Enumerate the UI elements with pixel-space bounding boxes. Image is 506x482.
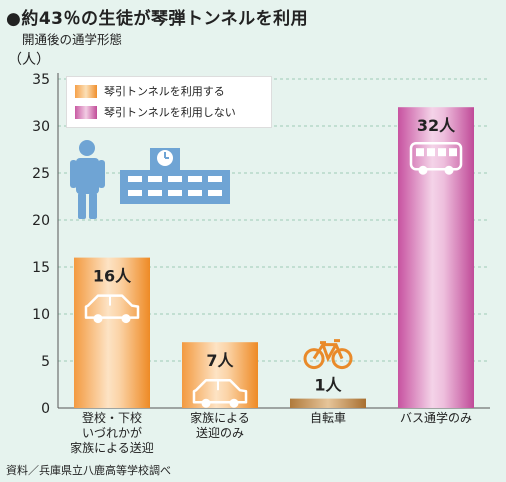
y-tick-label: 35	[32, 72, 50, 88]
bus-window	[438, 148, 446, 157]
y-tick-label: 30	[32, 119, 50, 135]
car-wheel	[229, 398, 239, 408]
data-label: 1人	[314, 376, 342, 395]
legend-item-no-tunnel: 琴引トンネルを利用しない	[75, 104, 236, 120]
y-tick-label: 0	[41, 401, 50, 417]
y-tick-label: 20	[32, 213, 50, 229]
bus-body	[409, 141, 463, 171]
legend-label: 琴引トンネルを利用する	[104, 85, 225, 98]
bus-window	[449, 148, 457, 157]
car-body	[84, 294, 140, 319]
bus-wheel	[418, 165, 428, 175]
chart-subtitle: 開通後の通学形態	[22, 32, 123, 47]
bicycle-icon	[303, 339, 353, 370]
x-tick-label: 自転車	[310, 411, 346, 425]
bus-wheel	[444, 165, 454, 175]
legend-label: 琴引トンネルを利用しない	[104, 106, 236, 119]
car-wheel	[201, 398, 211, 408]
data-label: 7人	[206, 351, 234, 370]
bicycle-wheel	[303, 348, 325, 370]
y-tick-label: 15	[32, 260, 50, 276]
bicycle-frame	[312, 339, 344, 363]
bar	[74, 257, 150, 408]
legend-item-tunnel: 琴引トンネルを利用する	[75, 83, 225, 99]
x-tick-label: 登校・下校	[82, 410, 142, 425]
bicycle-wheel	[331, 348, 353, 370]
car-wheel	[121, 314, 131, 324]
source-note: 資料／兵庫県立八鹿高等学校調べ	[6, 464, 171, 477]
data-label: 16人	[93, 267, 132, 286]
y-axis-label: （人）	[8, 52, 50, 68]
x-tick-label: バス通学のみ	[400, 410, 472, 425]
school-building-icon	[120, 148, 230, 204]
chart-legend: 琴引トンネルを利用する 琴引トンネルを利用しない	[66, 76, 272, 128]
x-tick-label: 送迎のみ	[196, 425, 244, 440]
data-label: 32人	[417, 116, 456, 135]
car-icon	[192, 378, 248, 408]
x-tick-label: 家族による	[190, 410, 250, 425]
y-tick-label: 25	[32, 166, 50, 182]
student-icon	[70, 140, 105, 219]
car-icon	[84, 294, 140, 324]
bar	[290, 398, 366, 408]
x-tick-label: いづれかが	[82, 425, 142, 440]
y-tick-label: 5	[41, 354, 50, 370]
bus-window	[416, 148, 424, 157]
chart-title: ●約43％の生徒が琴弾トンネルを利用	[6, 9, 309, 29]
car-wheel	[93, 314, 103, 324]
y-tick-label: 10	[32, 307, 50, 323]
car-body	[192, 378, 248, 404]
x-tick-label: 家族による送迎	[70, 440, 154, 455]
bar	[398, 107, 474, 408]
legend-swatch-orange	[75, 84, 97, 98]
bus-window	[427, 148, 435, 157]
bus-icon	[409, 141, 463, 175]
legend-swatch-pink	[75, 105, 97, 119]
